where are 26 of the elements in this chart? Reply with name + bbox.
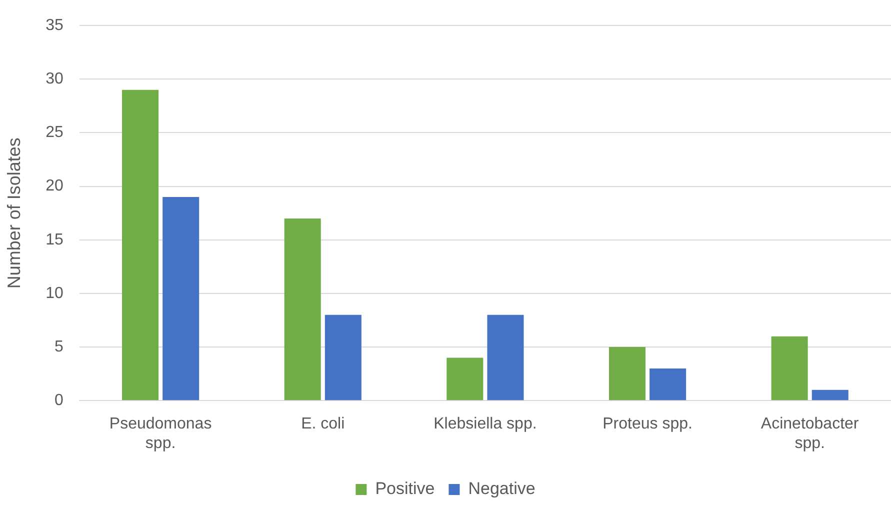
x-tick-label: Klebsiella spp. [434, 416, 537, 433]
bar [812, 390, 848, 400]
y-tick-label: 30 [46, 70, 64, 88]
y-tick-label: 10 [46, 284, 64, 302]
x-tick-label: Proteus spp. [602, 416, 692, 433]
x-tick-label: Acinetobacter spp. [760, 416, 860, 452]
legend-label: Negative [468, 479, 536, 498]
bar [324, 314, 362, 400]
y-tick-label: 5 [54, 338, 64, 356]
bar [284, 218, 321, 400]
bar [162, 197, 200, 400]
bar [771, 336, 808, 400]
bar [650, 368, 686, 400]
x-tick-label: E. coli [301, 416, 345, 433]
legend-label: Positive [375, 479, 435, 498]
y-axis-title: Number of Isolates [4, 138, 24, 289]
y-tick-label: 20 [46, 178, 64, 195]
x-tick-label: Pseudomonas spp. [109, 416, 212, 452]
y-tick-label: 0 [54, 392, 64, 410]
y-tick-label: 15 [46, 231, 64, 248]
bar [446, 358, 484, 400]
y-tick-label: 25 [46, 124, 64, 142]
y-tick-label: 35 [46, 17, 64, 34]
bar [122, 90, 159, 400]
bar [608, 347, 646, 400]
bar [487, 314, 524, 400]
